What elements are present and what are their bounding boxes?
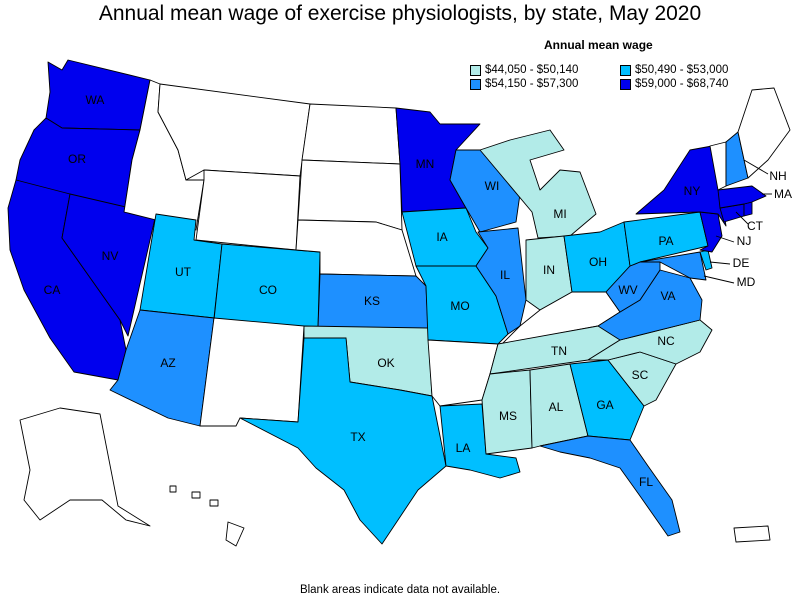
label-VA: VA: [660, 289, 675, 303]
state-MA: [717, 185, 767, 209]
legend-entry-1: $44,050 - $50,140: [470, 64, 620, 76]
label-SC: SC: [632, 368, 649, 382]
legend-swatch-2: [620, 64, 631, 76]
label-CT: CT: [747, 219, 764, 233]
state-HI: [169, 485, 245, 547]
legend-title: Annual mean wage: [544, 38, 653, 52]
leader-md: [703, 275, 735, 284]
label-NY: NY: [684, 184, 701, 198]
state-labels: WA OR CA NV UT CO AZ TX OK KS MN IA MO L…: [44, 93, 792, 489]
legend-grid: $44,050 - $50,140 $50,490 - $53,000 $54,…: [470, 64, 760, 90]
label-CO: CO: [259, 283, 277, 297]
legend-entry-3: $54,150 - $57,300: [470, 78, 620, 90]
state-MD: [639, 251, 707, 281]
footnote: Blank areas indicate data not available.: [299, 584, 501, 596]
state-NM: [199, 317, 305, 427]
label-AZ: AZ: [160, 356, 175, 370]
label-NH: NH: [769, 169, 786, 183]
label-PA: PA: [658, 234, 673, 248]
label-LA: LA: [456, 441, 471, 455]
label-MS: MS: [499, 409, 517, 423]
leader-nj: [715, 235, 735, 243]
map-title: Annual mean wage of exercise physiologis…: [98, 2, 702, 25]
label-OH: OH: [589, 255, 607, 269]
state-PR: [733, 525, 771, 543]
label-GA: GA: [596, 398, 613, 412]
label-MN: MN: [416, 157, 435, 171]
state-FL: [539, 435, 681, 537]
label-FL: FL: [639, 475, 653, 489]
label-MI: MI: [553, 207, 566, 221]
state-SD: [297, 159, 403, 231]
state-WY: [195, 169, 301, 251]
state-MS: [481, 369, 533, 455]
label-MD: MD: [737, 275, 756, 289]
label-IA: IA: [436, 230, 447, 244]
state-TX: [239, 337, 447, 545]
legend-label-3: $54,150 - $57,300: [485, 78, 579, 90]
label-UT: UT: [175, 265, 192, 279]
state-AK: [19, 407, 151, 527]
legend-swatch-3: [470, 78, 481, 90]
leader-ct: [735, 211, 749, 225]
leader-nh: [743, 159, 769, 175]
label-MA: MA: [774, 187, 792, 201]
label-OK: OK: [377, 356, 394, 370]
label-KS: KS: [364, 294, 380, 308]
legend-entry-4: $59,000 - $68,740: [620, 78, 760, 90]
label-WA: WA: [86, 93, 105, 107]
state-IL: [475, 227, 527, 335]
label-OR: OR: [68, 152, 86, 166]
legend-label-1: $44,050 - $50,140: [485, 64, 579, 76]
legend-swatch-1: [470, 64, 481, 76]
legend-label-2: $50,490 - $53,000: [635, 64, 729, 76]
label-MO: MO: [450, 299, 469, 313]
legend: Annual mean wage $44,050 - $50,140 $50,4…: [470, 38, 760, 90]
legend-swatch-4: [620, 78, 631, 90]
leader-de: [709, 261, 731, 265]
state-GA: [569, 359, 645, 441]
label-IL: IL: [500, 268, 510, 282]
leader-lines: [703, 159, 772, 284]
label-DE: DE: [733, 256, 750, 270]
legend-entry-2: $50,490 - $53,000: [620, 64, 760, 76]
state-ME: [737, 87, 791, 179]
label-NC: NC: [657, 334, 675, 348]
legend-label-4: $59,000 - $68,740: [635, 78, 729, 90]
label-CA: CA: [44, 283, 61, 297]
label-NJ: NJ: [737, 234, 752, 248]
label-WI: WI: [485, 179, 500, 193]
label-TX: TX: [350, 430, 365, 444]
label-NV: NV: [102, 249, 119, 263]
state-PA: [623, 211, 709, 267]
label-AL: AL: [549, 400, 564, 414]
label-TN: TN: [551, 344, 567, 358]
label-IN: IN: [543, 263, 555, 277]
label-WV: WV: [618, 283, 637, 297]
state-MI: [479, 129, 597, 239]
state-ND: [301, 103, 401, 165]
